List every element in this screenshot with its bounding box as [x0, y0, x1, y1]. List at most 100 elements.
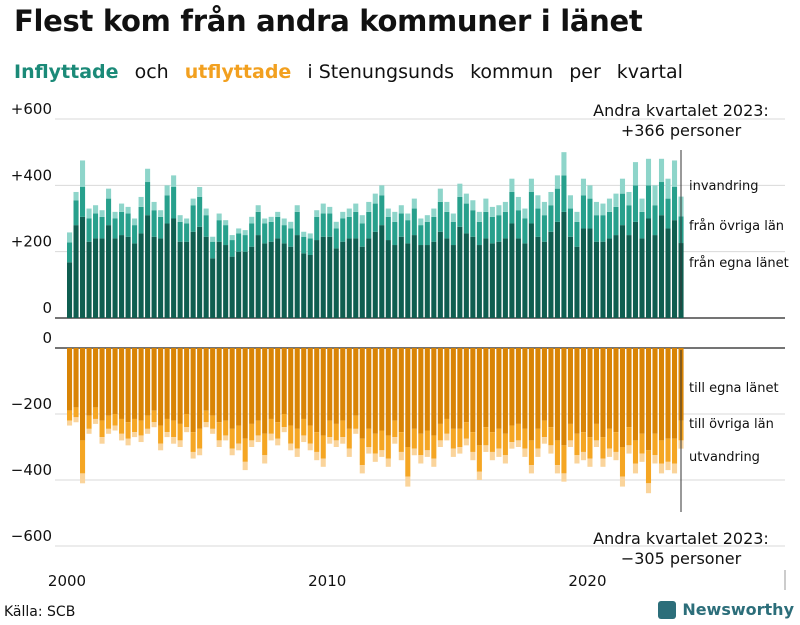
bar-in-local-79 — [580, 228, 586, 318]
bar-in-local-76 — [561, 211, 567, 318]
bar-out-emigration-40 — [327, 437, 333, 444]
bar-out-emigration-55 — [424, 450, 430, 457]
bar-out-county-70 — [522, 428, 528, 449]
bar-out-emigration-27 — [242, 461, 248, 471]
bar-in-immigration-9 — [125, 206, 131, 214]
bar-in-immigration-75 — [554, 175, 560, 189]
bar-out-local-64 — [483, 348, 489, 428]
bar-out-county-85 — [619, 447, 626, 477]
bar-out-local-47 — [372, 348, 378, 434]
bar-out-emigration-84 — [613, 451, 619, 461]
bar-out-county-1 — [73, 407, 79, 418]
bar-out-local-46 — [366, 348, 372, 429]
bar-in-immigration-25 — [229, 235, 235, 241]
bar-in-county-19 — [190, 205, 196, 232]
bar-out-local-58 — [444, 348, 450, 419]
bar-out-county-80 — [587, 437, 593, 459]
bar-out-local-40 — [327, 348, 333, 421]
bar-in-county-62 — [470, 210, 476, 237]
bar-in-immigration-65 — [489, 206, 495, 217]
bar-in-local-18 — [184, 241, 190, 318]
bar-in-county-4 — [93, 213, 99, 239]
bar-in-county-10 — [132, 225, 138, 244]
bar-in-local-37 — [307, 254, 313, 318]
bar-in-immigration-91 — [658, 158, 665, 183]
bar-in-local-87 — [632, 221, 639, 318]
bar-in-immigration-72 — [535, 195, 541, 209]
bar-out-county-58 — [444, 418, 450, 434]
bar-out-emigration-70 — [522, 448, 528, 457]
brand-logo[interactable]: Newsworthy — [658, 600, 794, 619]
bar-out-county-47 — [372, 433, 378, 454]
bar-in-local-14 — [158, 238, 164, 318]
bar-out-emigration-31 — [268, 433, 274, 441]
bar-out-local-57 — [437, 348, 443, 424]
bar-in-immigration-23 — [216, 213, 222, 221]
bar-in-immigration-82 — [600, 203, 606, 216]
annotation-bottom-line2: −305 personer — [621, 549, 742, 568]
bar-out-local-61 — [463, 348, 469, 423]
bar-out-emigration-30 — [262, 455, 268, 464]
bar-out-emigration-91 — [658, 463, 665, 474]
y-tick-label-6: −400 — [11, 461, 52, 479]
bar-in-county-33 — [281, 225, 287, 244]
bar-in-immigration-57 — [437, 188, 443, 202]
bar-out-county-14 — [158, 425, 164, 444]
bar-in-local-60 — [457, 226, 463, 318]
bar-out-local-42 — [340, 348, 346, 421]
bar-out-local-78 — [574, 348, 580, 434]
bar-in-local-13 — [151, 236, 157, 318]
bar-out-county-62 — [470, 432, 476, 452]
bar-in-immigration-4 — [93, 205, 99, 214]
bar-out-local-60 — [457, 348, 463, 429]
bar-out-local-33 — [281, 348, 287, 414]
bar-out-emigration-53 — [411, 448, 417, 456]
subtitle-per: per — [569, 61, 601, 83]
bar-in-county-66 — [496, 215, 502, 242]
bar-in-local-34 — [288, 246, 294, 318]
bar-in-county-43 — [346, 216, 352, 239]
bar-in-immigration-0 — [67, 232, 73, 243]
bar-out-county-10 — [132, 418, 138, 433]
bar-in-local-85 — [619, 225, 626, 318]
bar-in-local-8 — [119, 235, 125, 318]
bar-out-emigration-14 — [158, 443, 164, 451]
bar-out-emigration-20 — [197, 448, 203, 456]
bar-in-county-93 — [671, 186, 678, 221]
bar-in-immigration-90 — [652, 185, 658, 206]
bar-in-county-18 — [184, 223, 190, 242]
bar-in-local-7 — [112, 238, 118, 318]
bar-out-county-65 — [489, 432, 495, 452]
bar-in-local-88 — [639, 238, 645, 318]
bar-out-emigration-77 — [567, 440, 573, 447]
bar-in-county-8 — [119, 211, 125, 236]
bar-out-county-82 — [600, 437, 606, 459]
x-tick-label-0: 2000 — [48, 572, 86, 590]
bar-out-emigration-28 — [249, 440, 255, 447]
bar-out-county-73 — [541, 420, 547, 438]
bar-out-emigration-49 — [385, 458, 391, 467]
bar-out-emigration-45 — [359, 465, 365, 474]
bar-out-local-89 — [645, 348, 652, 451]
bar-out-emigration-29 — [255, 435, 261, 443]
bar-in-local-82 — [600, 241, 606, 318]
bar-in-county-30 — [262, 223, 268, 244]
bar-out-county-67 — [502, 433, 508, 456]
bar-out-county-16 — [171, 420, 177, 438]
bar-out-local-86 — [626, 348, 632, 428]
bar-in-county-24 — [223, 225, 229, 246]
bar-out-local-91 — [658, 348, 665, 441]
bar-in-county-35 — [294, 211, 300, 236]
bar-out-local-13 — [151, 348, 157, 411]
bar-in-local-3 — [86, 241, 92, 318]
bar-in-immigration-49 — [385, 208, 391, 217]
bar-in-local-89 — [645, 218, 652, 318]
bar-out-local-14 — [158, 348, 164, 426]
bar-in-county-71 — [528, 191, 534, 224]
bar-out-local-0 — [67, 348, 73, 411]
bar-in-local-25 — [229, 256, 235, 318]
bar-in-local-11 — [138, 233, 144, 318]
bar-in-county-91 — [658, 182, 665, 216]
bar-out-local-49 — [385, 348, 391, 436]
bar-out-emigration-22 — [210, 428, 216, 434]
